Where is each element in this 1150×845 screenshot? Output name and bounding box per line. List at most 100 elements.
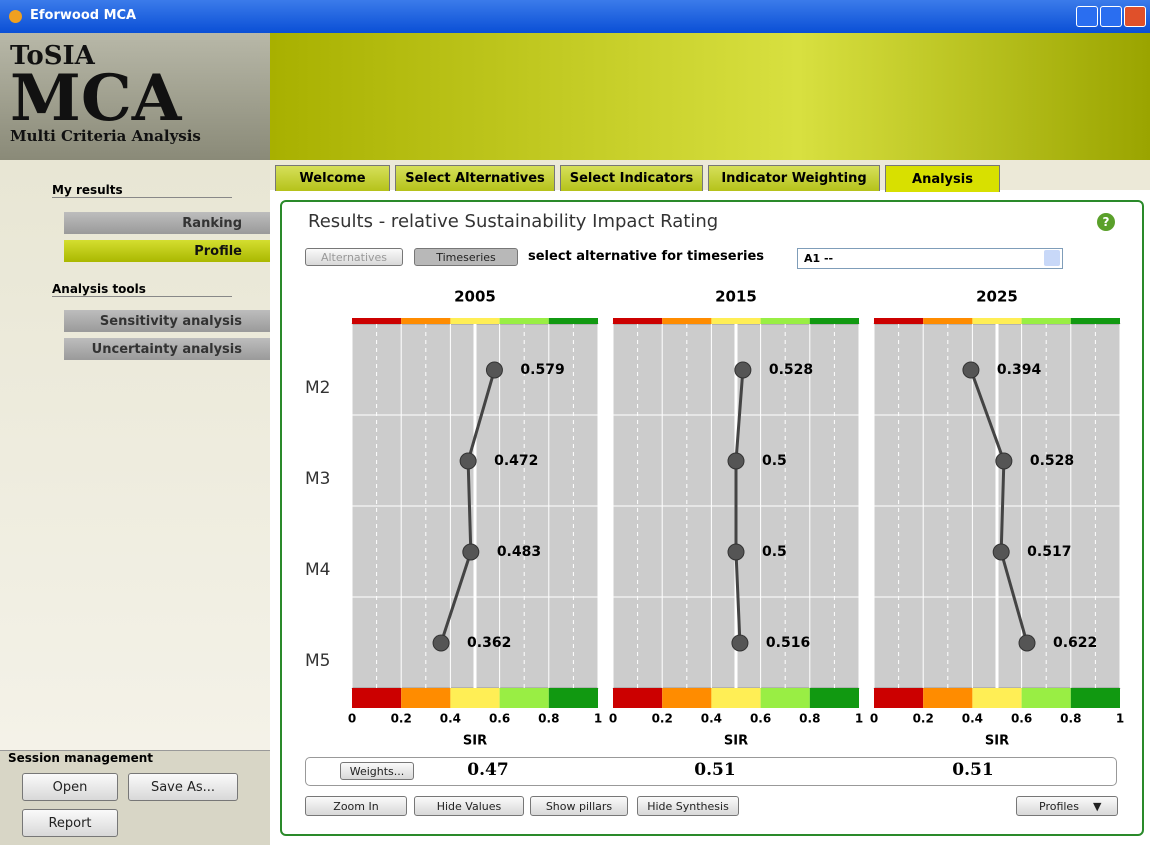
rating-band xyxy=(972,318,1022,324)
x-tick-label: 0 xyxy=(348,712,356,726)
section-label: Analysis tools xyxy=(52,282,232,297)
tab[interactable]: Select Alternatives xyxy=(395,165,555,191)
profile-line xyxy=(439,369,496,644)
x-tick-label: 0.4 xyxy=(962,712,983,726)
x-tick-label: 0 xyxy=(870,712,878,726)
x-tick-label: 0.2 xyxy=(652,712,673,726)
x-tick-label: 0.2 xyxy=(913,712,934,726)
nav-button[interactable]: Uncertainty analysis xyxy=(64,338,270,360)
save-as-button[interactable]: Save As... xyxy=(128,773,238,801)
weights-button[interactable]: Weights... xyxy=(340,762,414,780)
toolbar-button[interactable]: Hide Synthesis xyxy=(637,796,739,816)
profile-line xyxy=(969,369,1029,644)
value-label: 0.528 xyxy=(769,362,813,378)
rating-band xyxy=(499,318,549,324)
rating-band xyxy=(613,688,663,708)
x-axis-label: SIR xyxy=(463,734,487,749)
x-tick-label: 0.4 xyxy=(701,712,722,726)
profile-point xyxy=(734,361,752,379)
report-button[interactable]: Report xyxy=(22,809,118,837)
title-bar: Eforwood MCA xyxy=(0,0,1150,33)
chart-title: 2025 xyxy=(976,288,1018,306)
profile-point xyxy=(731,634,749,652)
x-tick-label: 0.8 xyxy=(538,712,559,726)
rating-band xyxy=(352,688,402,708)
nav-button[interactable]: Sensitivity analysis xyxy=(64,310,270,332)
x-tick-label: 0.8 xyxy=(799,712,820,726)
y-tick-label: M2 xyxy=(305,378,330,398)
tab[interactable]: Welcome xyxy=(275,165,390,191)
x-tick-label: 1 xyxy=(594,712,602,726)
rating-band xyxy=(662,318,712,324)
value-label: 0.394 xyxy=(997,362,1042,378)
y-tick-label: M4 xyxy=(305,560,330,580)
rating-band xyxy=(401,318,451,324)
nav-button[interactable]: Ranking xyxy=(64,212,270,234)
chart-title: 2015 xyxy=(715,288,757,306)
rating-band xyxy=(450,318,500,324)
rating-band xyxy=(874,318,924,324)
synthesis-value: 0.47 xyxy=(467,760,509,780)
profile-point xyxy=(992,543,1010,561)
rating-band xyxy=(1021,688,1071,708)
profile-point xyxy=(995,452,1013,470)
toolbar-button[interactable]: Hide Values xyxy=(414,796,524,816)
rating-band xyxy=(1070,318,1120,324)
profile-point xyxy=(727,452,745,470)
rating-band xyxy=(809,688,859,708)
x-tick-label: 0.8 xyxy=(1060,712,1081,726)
profile-point xyxy=(1018,634,1036,652)
synthesis-value: 0.51 xyxy=(952,760,994,780)
profile-point xyxy=(432,634,450,652)
x-axis-label: SIR xyxy=(724,734,748,749)
rating-band xyxy=(352,318,402,324)
nav-button[interactable]: Profile xyxy=(64,240,270,262)
y-tick-label: M3 xyxy=(305,469,330,489)
rating-band xyxy=(499,688,549,708)
profile-point xyxy=(459,452,477,470)
panel-title: Results - relative Sustainability Impact… xyxy=(308,211,719,232)
toolbar-button[interactable]: Zoom In xyxy=(305,796,407,816)
tab[interactable]: Analysis xyxy=(885,165,1000,192)
value-label: 0.528 xyxy=(1030,453,1074,469)
open-button[interactable]: Open xyxy=(22,773,118,801)
analysis-frame xyxy=(280,200,1144,836)
rating-band xyxy=(613,318,663,324)
profile-point xyxy=(485,361,503,379)
banner xyxy=(270,33,1150,160)
profiles-button[interactable]: Profiles ▼ xyxy=(1016,796,1118,816)
section-label: Session management xyxy=(8,751,154,765)
select-label: select alternative for timeseries xyxy=(528,249,764,264)
chart-title: 2005 xyxy=(454,288,496,306)
tab[interactable]: Indicator Weighting xyxy=(708,165,880,191)
value-label: 0.579 xyxy=(520,362,564,378)
rating-band xyxy=(548,688,598,708)
toolbar-button[interactable]: Show pillars xyxy=(530,796,628,816)
profile-point xyxy=(962,361,980,379)
profile-line xyxy=(734,369,745,644)
timeseries-button[interactable]: Timeseries xyxy=(414,248,518,266)
rating-band xyxy=(760,318,810,324)
x-tick-label: 1 xyxy=(855,712,863,726)
x-tick-label: 0 xyxy=(609,712,617,726)
app-icon xyxy=(9,10,22,23)
x-tick-label: 0.6 xyxy=(750,712,771,726)
maximize-button[interactable] xyxy=(1100,6,1122,27)
y-tick-label: M5 xyxy=(305,651,330,671)
minimize-button[interactable] xyxy=(1076,6,1098,27)
rating-band xyxy=(662,688,712,708)
rating-band xyxy=(874,688,924,708)
help-icon[interactable]: ? xyxy=(1097,213,1115,231)
alternatives-button[interactable]: Alternatives xyxy=(305,248,403,266)
rating-band xyxy=(548,318,598,324)
x-tick-label: 0.6 xyxy=(1011,712,1032,726)
x-axis-label: SIR xyxy=(985,734,1009,749)
tab[interactable]: Select Indicators xyxy=(560,165,703,191)
rating-band xyxy=(450,688,500,708)
rating-band xyxy=(711,688,761,708)
alternative-dropdown[interactable]: A1 -- xyxy=(797,248,1063,269)
dropdown-arrow[interactable] xyxy=(1044,250,1060,266)
close-button[interactable] xyxy=(1124,6,1146,27)
x-tick-label: 0.2 xyxy=(391,712,412,726)
